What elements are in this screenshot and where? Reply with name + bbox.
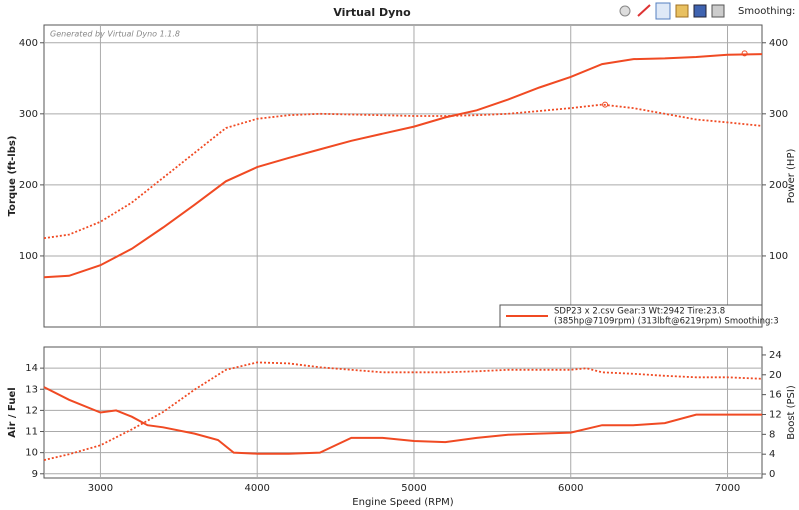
y2-tick-label: 24 — [769, 350, 782, 361]
window-title: Virtual Dyno — [333, 6, 411, 19]
y2-tick-label: 200 — [769, 180, 788, 191]
copy-icon[interactable] — [675, 4, 689, 18]
y-tick-label: 10 — [25, 448, 38, 459]
y2-axis-label: Power (HP) — [786, 149, 797, 204]
y2-tick-label: 4 — [769, 449, 775, 460]
y2-tick-label: 400 — [769, 38, 788, 49]
legend-text: SDP23 x 2.csv Gear:3 Wt:2942 Tire:23.8 — [554, 307, 725, 317]
y-tick-label: 300 — [19, 109, 38, 120]
plot-area — [43, 346, 763, 479]
y-tick-label: 11 — [25, 427, 38, 438]
y2-tick-label: 300 — [769, 109, 788, 120]
y-tick-label: 14 — [25, 363, 38, 374]
y-axis-label: Torque (ft-lbs) — [7, 136, 18, 217]
x-tick-label: 4000 — [244, 483, 269, 494]
y-axis-label: Air / Fuel — [7, 387, 18, 437]
y-tick-label: 400 — [19, 38, 38, 49]
series-line — [43, 386, 762, 455]
y-tick-label: 200 — [19, 180, 38, 191]
x-tick-label: 6000 — [558, 483, 583, 494]
save-icon[interactable] — [693, 4, 707, 18]
y2-tick-label: 100 — [769, 251, 788, 262]
legend-box — [499, 304, 763, 328]
x-tick-label: 7000 — [715, 483, 740, 494]
peak-marker — [602, 101, 609, 108]
plot-area — [43, 24, 763, 328]
series-line — [43, 361, 763, 461]
legend-text: (385hp@7109rpm) (313lbft@6219rpm) Smooth… — [554, 317, 779, 327]
y-tick-label: 13 — [25, 384, 38, 395]
annotation: Generated by Virtual Dyno 1.1.8 — [50, 30, 180, 39]
x-tick-label: 5000 — [401, 483, 426, 494]
y2-tick-label: 16 — [769, 390, 782, 401]
print-icon[interactable] — [711, 4, 725, 18]
series-line — [43, 53, 763, 279]
y2-tick-label: 20 — [769, 370, 782, 381]
toolbar: Smoothing: 3 — [619, 2, 799, 20]
y2-tick-label: 12 — [769, 409, 782, 420]
series-line — [43, 103, 763, 240]
smoothing-dropdown[interactable]: Smoothing: 3 — [738, 6, 799, 17]
y-tick-label: 9 — [32, 469, 38, 480]
x-axis-label: Engine Speed (RPM) — [352, 497, 453, 508]
line-icon[interactable] — [637, 4, 651, 17]
y2-tick-label: 8 — [769, 429, 775, 440]
y2-tick-label: 0 — [769, 469, 775, 480]
peak-marker — [741, 50, 748, 57]
y-tick-label: 100 — [19, 251, 38, 262]
y-tick-label: 12 — [25, 405, 38, 416]
zoom-icon[interactable] — [619, 5, 631, 17]
grid-icon[interactable] — [655, 2, 671, 20]
y2-axis-label: Boost (PSI) — [786, 385, 797, 440]
x-tick-label: 3000 — [88, 483, 113, 494]
